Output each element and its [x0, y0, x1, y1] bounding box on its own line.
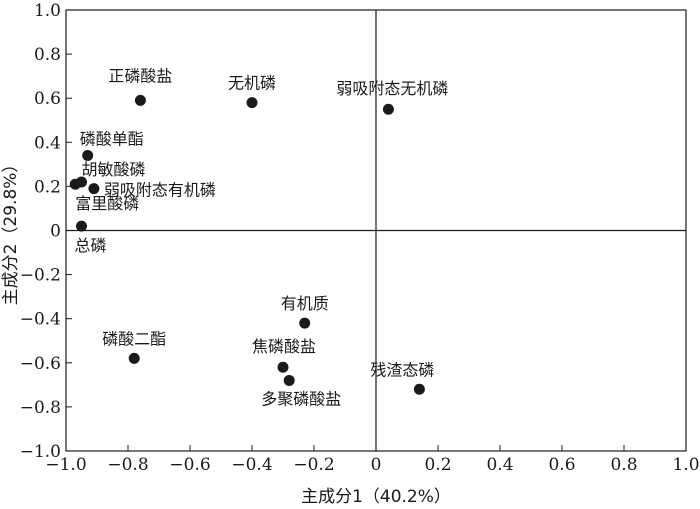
x-axis-title: 主成分1（40.2%） — [301, 487, 451, 507]
point-label: 残渣态磷 — [370, 360, 434, 379]
x-tick-label: 0.6 — [548, 455, 575, 475]
point-label: 总磷 — [75, 236, 107, 255]
x-tick-label: −0.2 — [293, 455, 334, 475]
y-tick-label: −0.2 — [20, 266, 61, 286]
point-label: 无机磷 — [228, 74, 276, 93]
point-label: 多聚磷酸盐 — [261, 389, 341, 408]
x-tick-label: 0 — [371, 455, 382, 475]
data-point — [134, 94, 146, 106]
data-labels: 正磷酸盐 无机磷 弱吸附态无机磷磷酸单酯胡敏酸磷弱吸附态有机磷富里酸磷总磷有机质磷酸… — [75, 66, 449, 408]
point-label: 正磷酸盐 — [108, 66, 172, 85]
data-point — [246, 97, 258, 109]
x-axis: −1.0 −0.8 −0.6 −0.4 −0.2 0 0.2 0.4 0.6 0.8 1.0 — [45, 445, 700, 475]
point-label: 磷酸单酯 — [80, 130, 144, 149]
data-point — [69, 178, 81, 190]
y-axis: 1.0 0.8 0.6 0.4 0.2 0 −0.2 −0.4 −0.6 −0.8 −1.0 — [20, 1, 72, 462]
y-tick-label: 0 — [50, 222, 61, 242]
point-label: 焦磷酸盐 — [252, 337, 316, 356]
y-tick-label: −0.8 — [20, 398, 61, 418]
y-tick-label: −0.6 — [20, 354, 61, 374]
point-label: 磷酸二酯 — [102, 329, 166, 348]
x-tick-label: 0.4 — [486, 455, 513, 475]
data-point — [299, 317, 311, 329]
point-label: 有机质 — [281, 294, 329, 313]
reference-lines — [66, 10, 686, 451]
y-tick-label: 0.6 — [34, 89, 61, 109]
x-tick-label: −0.4 — [231, 455, 272, 475]
x-tick-label: 0.2 — [424, 455, 451, 475]
y-tick-label: 0.2 — [34, 177, 61, 197]
x-tick-label: 1.0 — [672, 455, 699, 475]
y-tick-label: −1.0 — [20, 442, 61, 462]
data-point — [82, 150, 94, 162]
y-tick-label: 0.4 — [34, 133, 61, 153]
data-point — [382, 103, 394, 115]
point-label: 富里酸磷 — [75, 194, 139, 213]
x-tick-label: −0.6 — [169, 455, 210, 475]
data-point — [76, 220, 87, 232]
data-point — [128, 352, 140, 364]
y-tick-label: −0.4 — [20, 310, 61, 330]
data-point — [88, 183, 100, 195]
data-points — [69, 94, 425, 395]
x-tick-label: 0.8 — [610, 455, 637, 475]
data-point — [277, 361, 289, 373]
y-axis-title: 主成分2（29.8%） — [1, 156, 21, 306]
point-label: 弱吸附态无机磷 — [336, 79, 448, 98]
y-tick-label: 1.0 — [34, 1, 61, 21]
point-label: 胡敏酸磷 — [82, 160, 146, 179]
x-tick-label: −1.0 — [45, 455, 86, 475]
point-label: 弱吸附态有机磷 — [104, 181, 216, 200]
x-tick-label: −0.8 — [107, 455, 148, 475]
y-tick-label: 0.8 — [34, 45, 61, 65]
data-point — [283, 374, 295, 386]
data-point — [413, 383, 425, 395]
